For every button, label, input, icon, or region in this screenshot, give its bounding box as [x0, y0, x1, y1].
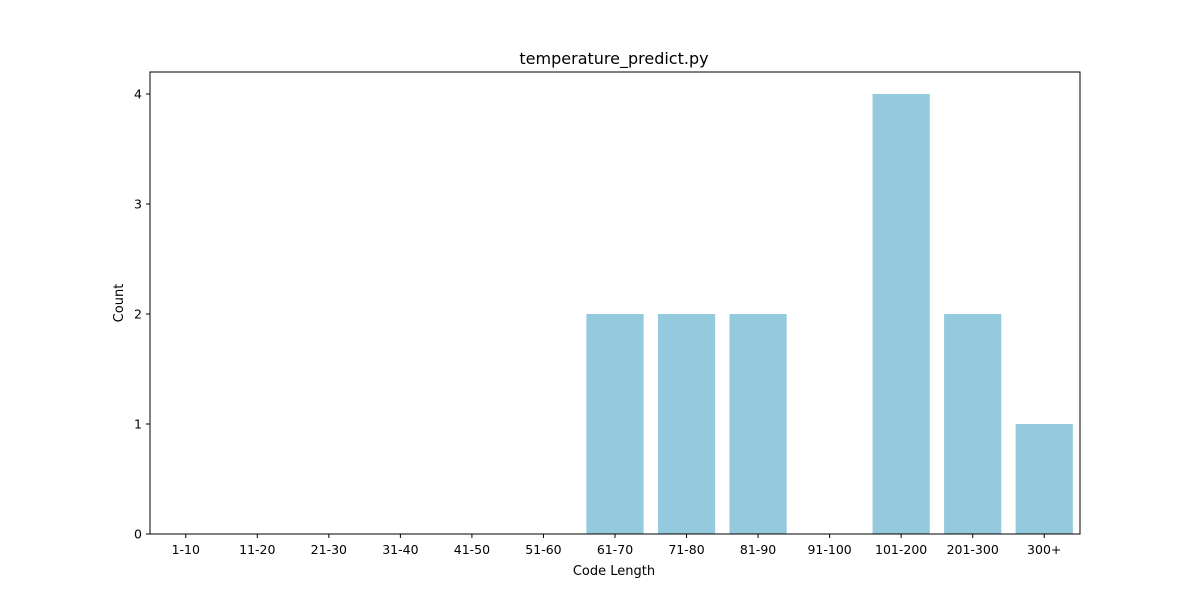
y-axis-label: Count: [112, 284, 127, 323]
bar-101-200: [872, 94, 930, 534]
x-tick-label: 31-40: [382, 542, 418, 557]
chart-title: temperature_predict.py: [519, 49, 708, 69]
x-tick-label: 21-30: [311, 542, 347, 557]
y-axis: 0 1 2 3 4: [134, 87, 150, 542]
x-tick-label: 91-100: [807, 542, 851, 557]
bar-81-90: [729, 314, 787, 534]
x-tick-label: 71-80: [668, 542, 704, 557]
x-tick-label: 101-200: [875, 542, 927, 557]
x-axis-label: Code Length: [573, 564, 655, 579]
x-tick-label: 51-60: [525, 542, 561, 557]
bar-61-70: [586, 314, 644, 534]
x-tick-label: 11-20: [239, 542, 275, 557]
y-tick-label: 3: [134, 197, 142, 212]
x-tick-label: 41-50: [454, 542, 490, 557]
x-tick-label: 1-10: [172, 542, 200, 557]
bars-group: [586, 94, 1073, 534]
y-tick-label: 4: [134, 87, 142, 102]
x-tick-label: 201-300: [947, 542, 999, 557]
x-tick-label: 81-90: [740, 542, 776, 557]
x-tick-label: 61-70: [597, 542, 633, 557]
y-tick-label: 0: [134, 527, 142, 542]
y-tick-label: 2: [134, 307, 142, 322]
bar-71-80: [657, 314, 716, 534]
bar-300+: [1015, 424, 1073, 534]
x-tick-label: 300+: [1027, 542, 1061, 557]
x-axis: 1-10 11-20 21-30 31-40 41-50 51-60 61-70 71-80 8…: [172, 534, 1061, 557]
y-tick-label: 1: [134, 417, 142, 432]
bar-201-300: [944, 314, 1002, 534]
